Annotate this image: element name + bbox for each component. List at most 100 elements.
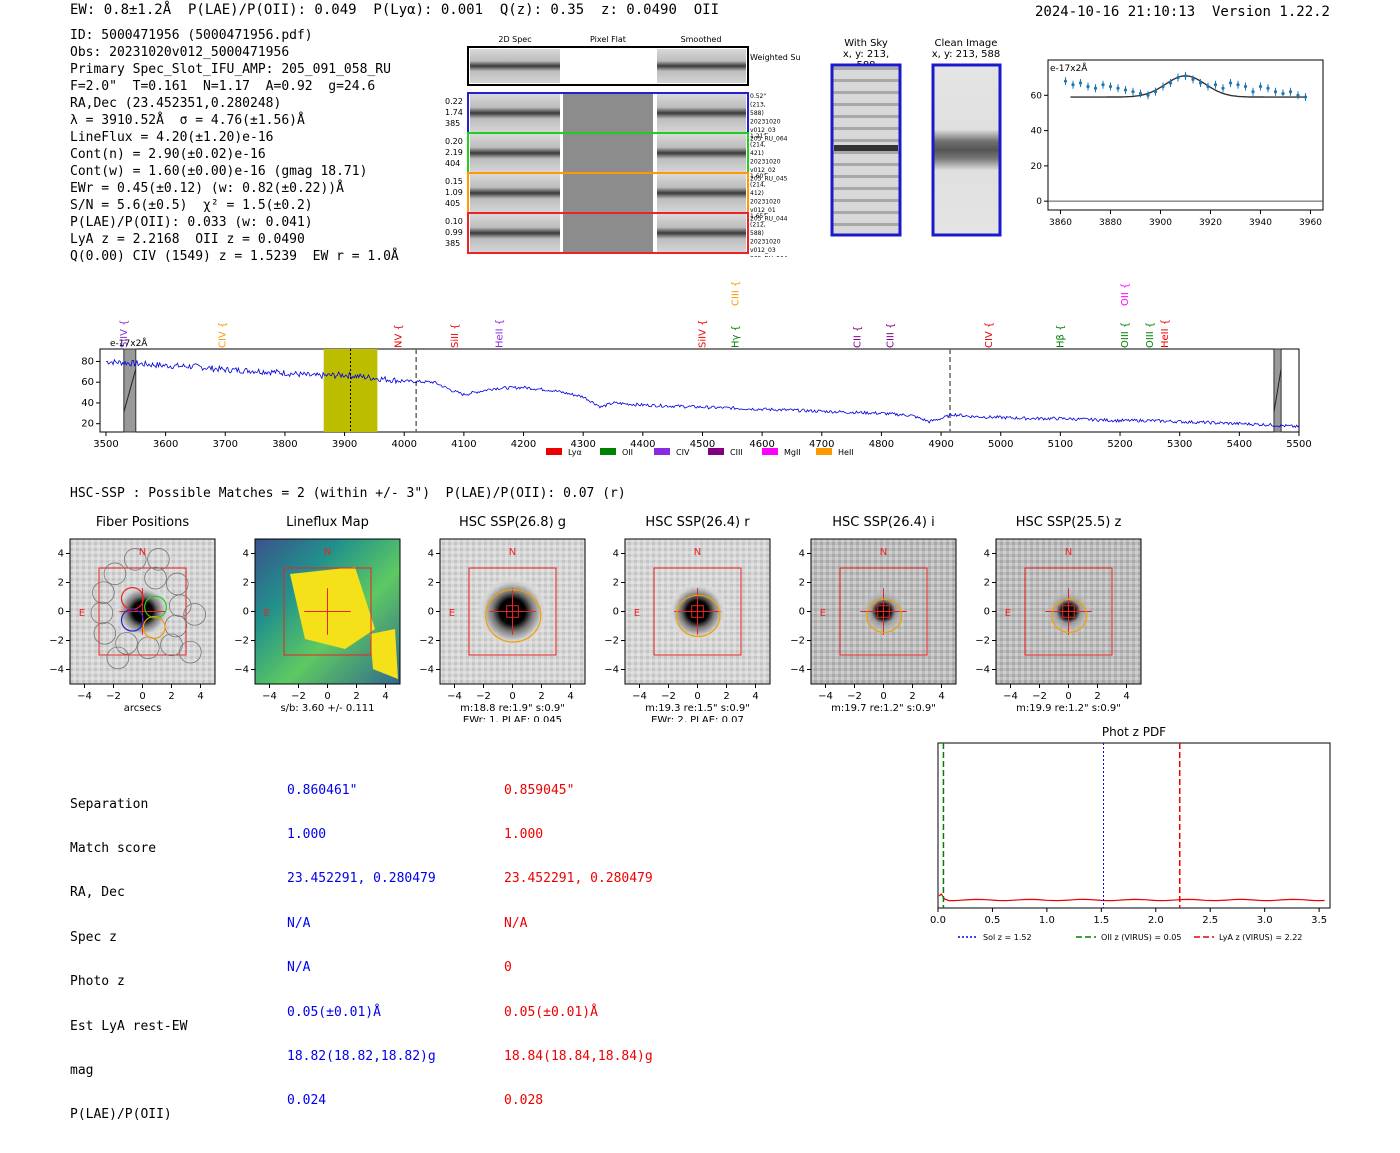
- full-spectrum-chart: SiIV {CIV {NV {SiII {HeII {SiIV {CIII {H…: [81, 281, 1311, 457]
- cutout-right-info: 20231020: [750, 119, 781, 126]
- panel-ytick-label: 0: [428, 607, 434, 618]
- fiber-circle: [93, 621, 117, 645]
- spectrum-ytick-label: 60: [81, 377, 94, 388]
- zoom-point: [1266, 86, 1270, 90]
- cutout-left-stat: 2.19: [445, 148, 463, 157]
- info-line: EWr = 0.45(±0.12) (w: 0.82(±0.22))Å: [70, 181, 344, 196]
- spectrum-xtick-label: 4100: [451, 439, 476, 450]
- zoom-xtick-label: 3940: [1249, 218, 1272, 228]
- row-label-lya-ew: Est LyA rest-EW: [70, 1018, 188, 1034]
- emission-line-label: SiIV {: [697, 320, 708, 348]
- legend-label: OII: [622, 448, 633, 457]
- spectrum-axes: [99, 348, 1300, 433]
- compass-east: E: [264, 608, 270, 619]
- compass-east: E: [820, 608, 826, 619]
- masked-hatch: [123, 368, 137, 413]
- image-panel: Lineflux Map N E −4 −4 −2 −2 0 0 2 2 4 4 s/b: 3.60 +/…: [234, 515, 401, 714]
- zoom-point: [1093, 86, 1098, 90]
- blue-match-score: 1.000: [287, 826, 327, 842]
- photz-legend-label: OII z (VIRUS) = 0.05: [1101, 933, 1181, 942]
- image-panel: Fiber Positions N E −4 −4 −2 −2 0 0 2 2 4 4 arcsecs: [49, 515, 216, 714]
- emission-line-label: CIV {: [217, 322, 228, 348]
- blue-spec-z: N/A: [287, 915, 311, 931]
- clean-image-title: Clean Image: [934, 38, 998, 49]
- panel-xtick-label: 0: [880, 691, 886, 702]
- cutout-right-info: (213,: [750, 102, 766, 109]
- zoom-spectrum-chart: e-17x2Å 3860 3880 3900 3920 3940 3960 0 20 40 60: [1031, 59, 1324, 228]
- zoom-point: [1206, 84, 1210, 89]
- panel-xtick-label: −2: [661, 691, 676, 702]
- legend-swatch: [762, 448, 778, 455]
- photz-xtick-label: 0.0: [930, 915, 946, 926]
- info-line: LineFlux = 4.20(±1.20)e-16: [70, 130, 274, 145]
- zoom-xtick-label: 3900: [1149, 218, 1172, 228]
- col-header-2dspec: 2D Spec: [498, 35, 531, 44]
- zoom-point: [1281, 91, 1285, 96]
- zoom-ytick-label: 40: [1031, 127, 1043, 137]
- panel-xtick-label: −4: [818, 691, 833, 702]
- photz-xtick-label: 0.5: [984, 915, 1000, 926]
- zoom-ytick-label: 0: [1036, 197, 1042, 207]
- imaging-panels: Fiber Positions N E −4 −4 −2 −2 0 0 2 2 4 4 arcsecs Li…: [49, 515, 1142, 722]
- panel-ytick-label: 4: [58, 549, 64, 560]
- cutout-smoothed: [657, 174, 746, 212]
- hsc-ssp-title: HSC-SSP : Possible Matches = 2 (within +…: [70, 486, 626, 501]
- compass-east: E: [79, 608, 85, 619]
- compass-east: E: [1005, 608, 1011, 619]
- red-plae: 0.028: [504, 1093, 544, 1109]
- emission-line-label: Hγ {: [730, 325, 741, 348]
- cutout-2dspec: [470, 214, 560, 252]
- panel-ytick-label: 4: [984, 549, 990, 560]
- spectrum-ytick-label: 20: [81, 419, 94, 430]
- panel-title: HSC SSP(25.5) z: [1016, 515, 1122, 530]
- cutout-right-info: 588): [750, 110, 764, 117]
- cutout-left-stat: 1.74: [445, 108, 463, 117]
- panel-caption: m:18.8 re:1.9" s:0.9": [460, 703, 565, 714]
- info-line: F=2.0" T=0.161 N=1.17 A=0.92 g=24.6: [70, 79, 376, 94]
- zoom-point: [1221, 86, 1225, 90]
- zoom-point: [1071, 83, 1075, 87]
- panel-ytick-label: −2: [975, 636, 990, 647]
- zoom-point: [1063, 79, 1068, 83]
- spectrum-xtick-label: 3600: [153, 439, 178, 450]
- aperture-box: [839, 567, 928, 656]
- panel-ytick-label: 4: [613, 549, 619, 560]
- aperture-box: [283, 567, 372, 656]
- row-label-ra-dec: RA, Dec: [70, 885, 125, 901]
- aperture-box: [653, 567, 742, 656]
- spectrum-xtick-label: 3800: [272, 439, 297, 450]
- aperture-box: [1024, 567, 1113, 656]
- panel-xtick-label: 4: [382, 691, 388, 702]
- header-summary: EW: 0.8±1.2Å P(LAE)/P(OII): 0.049 P(Lyα)…: [70, 2, 720, 18]
- zoom-point: [1288, 90, 1293, 94]
- compass-east: E: [634, 608, 640, 619]
- panel-ytick-label: 4: [428, 549, 434, 560]
- zoom-point: [1123, 88, 1128, 92]
- cutout-left-stat: 385: [445, 119, 460, 128]
- panel-ytick-label: 2: [984, 578, 990, 589]
- panel-ytick-label: −4: [419, 665, 434, 676]
- match-box: [506, 605, 519, 618]
- photz-legend-label: LyA z (VIRUS) = 2.22: [1219, 933, 1302, 942]
- panel-ytick-label: 2: [613, 578, 619, 589]
- photz-pdf-curve: [938, 893, 1325, 902]
- row-label-spec-z: Spec z: [70, 929, 117, 945]
- spectrum-xtick-label: 3500: [93, 439, 118, 450]
- panel-xtick-label: 4: [752, 691, 758, 702]
- info-line: RA,Dec (23.452351,0.280248): [70, 96, 282, 111]
- spectrum-xtick-label: 4700: [809, 439, 834, 450]
- panel-ytick-label: 0: [613, 607, 619, 618]
- panel-ytick-label: 0: [58, 607, 64, 618]
- red-photo-z: 0: [504, 960, 512, 976]
- info-line: LyA z = 2.2168 OII z = 0.0490: [70, 232, 305, 247]
- lineflux-peak: [370, 629, 398, 679]
- spectrum-xtick-label: 4500: [690, 439, 715, 450]
- spectrum-xtick-label: 4800: [869, 439, 894, 450]
- emission-line-label: NV {: [393, 324, 404, 348]
- spectrum-xtick-label: 5200: [1107, 439, 1132, 450]
- fiber-circle: [179, 640, 202, 664]
- fiber-circle: [147, 548, 170, 571]
- spectrum-curve: [105, 358, 1300, 429]
- legend-swatch: [546, 448, 562, 455]
